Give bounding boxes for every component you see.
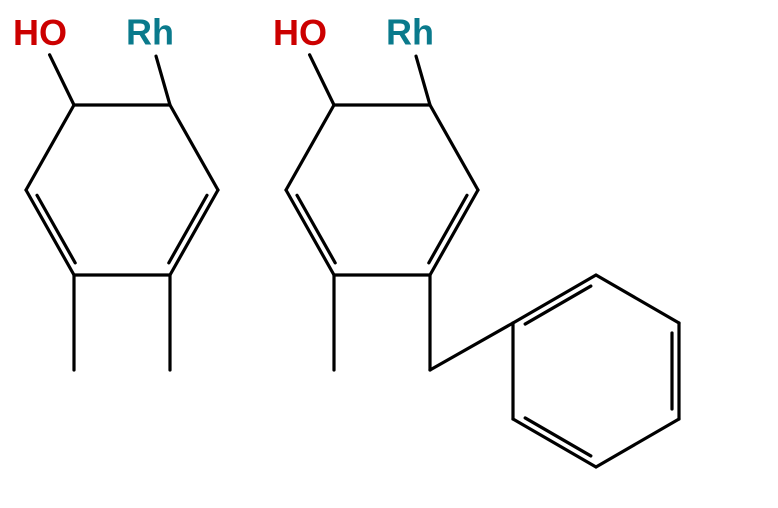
molecule-left: HO Rh xyxy=(13,12,218,370)
atom-label-rh: Rh xyxy=(126,12,174,53)
molecule-diagram: HO Rh HO Rh xyxy=(0,0,778,508)
atom-label-ho: HO xyxy=(13,12,67,53)
molecule-right: HO Rh xyxy=(273,12,679,467)
atom-label-rh: Rh xyxy=(386,12,434,53)
atom-label-ho: HO xyxy=(273,12,327,53)
